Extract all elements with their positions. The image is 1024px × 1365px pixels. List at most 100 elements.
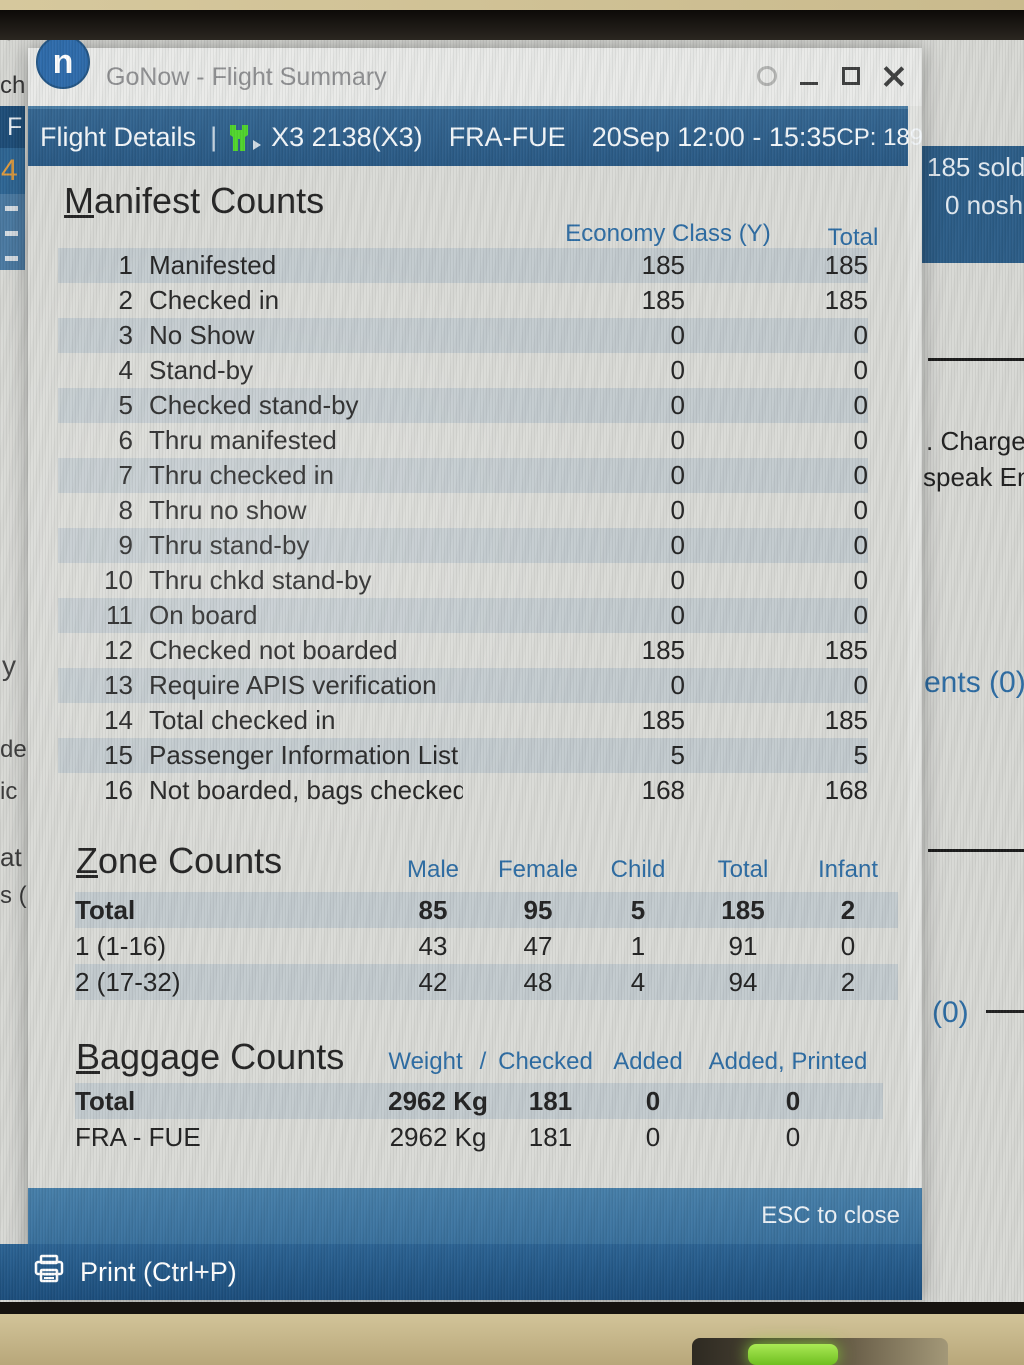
baggage-added-printed-value: 0 <box>785 1086 801 1116</box>
manifest-row-number: 15 <box>104 740 133 770</box>
manifest-economy-value: 185 <box>641 250 685 280</box>
baggage-added-value: 0 <box>645 1122 661 1152</box>
flight-route: FRA-FUE <box>448 122 566 152</box>
zone-infant-value: 2 <box>840 895 856 925</box>
manifest-economy-value: 185 <box>641 285 685 315</box>
refresh-icon[interactable] <box>754 63 780 89</box>
manifest-row-number: 12 <box>104 635 133 665</box>
esc-to-close-label: ESC to close <box>761 1202 900 1229</box>
manifest-economy-value: 185 <box>641 635 685 665</box>
zone-section-title: Zone Counts <box>76 840 283 881</box>
left-badge-4: 4 <box>0 148 25 194</box>
zone-row-label: 2 (17-32) <box>75 967 181 997</box>
manifest-total-value: 168 <box>824 775 868 805</box>
manifest-total-value: 185 <box>824 635 868 665</box>
manifest-col-header-economy: Economy Class (Y) <box>565 220 771 247</box>
manifest-row-label: Checked in <box>149 285 280 315</box>
manifest-economy-value: 0 <box>670 355 685 385</box>
left-fragment-text: y <box>2 650 16 681</box>
separator: | <box>210 122 218 152</box>
baggage-weight-value: 2962 Kg <box>388 1086 488 1116</box>
zone-male-value: 43 <box>418 931 448 961</box>
divider-line <box>986 1010 1024 1013</box>
manifest-row: 9 Thru stand-by 0 0 <box>58 528 868 563</box>
baggage-column-headers: Weight / Checked Added Added, Printed <box>75 1048 925 1076</box>
window-title: GoNow - Flight Summary <box>106 63 387 91</box>
manifest-row-number: 1 <box>118 250 133 280</box>
manifest-row: 10 Thru chkd stand-by 0 0 <box>58 563 868 598</box>
manifest-total-value: 0 <box>853 320 868 350</box>
manifest-total-value: 185 <box>824 705 868 735</box>
baggage-col-header-weight: Weight <box>388 1048 463 1075</box>
monitor-screen-edge-bottom <box>0 1302 1024 1314</box>
baggage-row-label: Total <box>75 1086 136 1116</box>
manifest-total-value: 185 <box>824 250 868 280</box>
zone-infant-value: 2 <box>840 967 856 997</box>
left-fragment-text: at <box>0 842 22 872</box>
manifest-row-number: 5 <box>118 390 133 420</box>
baggage-row: FRA - FUE 2962 Kg 181 0 0 <box>75 1119 883 1155</box>
zone-female-value: 47 <box>523 931 553 961</box>
manifest-row-label: Not boarded, bags checked <box>149 775 463 805</box>
zone-male-value: 42 <box>418 967 448 997</box>
zone-total-value: 185 <box>721 895 765 925</box>
manifest-total-value: 185 <box>824 285 868 315</box>
baggage-section-title: Baggage Counts <box>76 1036 345 1077</box>
flight-number: X3 2138(X3) <box>271 122 423 152</box>
ents-count: ents (0) <box>924 666 1024 699</box>
manifest-row-label: Thru no show <box>149 495 307 525</box>
manifest-economy-value: 0 <box>670 530 685 560</box>
close-button[interactable] <box>880 63 906 89</box>
manifest-row-number: 8 <box>118 495 133 525</box>
esc-bar: ESC to close <box>28 1188 922 1244</box>
zone-row-label: Total <box>75 895 136 925</box>
cp-count: CP: 189 <box>836 123 924 151</box>
zone-male-value: 85 <box>418 895 448 925</box>
flight-details-bar: Flight Details | X3 2138(X3) FRA-FUE 20S… <box>28 106 923 166</box>
baggage-added-value: 0 <box>645 1086 661 1116</box>
gonow-logo: n <box>36 35 90 89</box>
manifest-total-value: 0 <box>853 495 868 525</box>
manifest-row: 13 Require APIS verification 0 0 <box>58 668 868 703</box>
zone-rows: Total 85 95 5 185 2 1 (1-16) 43 47 1 91 0 2 (17-32… <box>75 892 898 1000</box>
manifest-row-number: 11 <box>106 600 133 630</box>
manifest-economy-value: 0 <box>670 425 685 455</box>
manifest-row-label: Thru checked in <box>149 460 334 490</box>
left-fragment-text: s ( <box>0 882 27 909</box>
manifest-row: 12 Checked not boarded 185 185 <box>58 633 868 668</box>
power-led <box>748 1344 838 1365</box>
minimize-button[interactable] <box>796 63 822 89</box>
zone-female-value: 48 <box>523 967 553 997</box>
zone-child-value: 1 <box>630 931 646 961</box>
flight-datetime: 20Sep 12:00 - 15:35 <box>591 122 837 152</box>
manifest-rows: 1 Manifested 185 185 2 Checked in 185 185 3 No … <box>58 248 868 808</box>
manifest-total-value: 0 <box>853 460 868 490</box>
manifest-economy-value: 0 <box>670 670 685 700</box>
left-badge-f: F <box>0 106 25 148</box>
zero-count: (0) <box>932 996 969 1029</box>
manifest-row: 3 No Show 0 0 <box>58 318 868 353</box>
small-arrow-icon <box>253 139 262 150</box>
baggage-col-header-slash: / <box>479 1048 487 1075</box>
zone-col-header-female: Female <box>497 856 579 883</box>
dialog-titlebar[interactable]: n GoNow - Flight Summary <box>28 35 922 106</box>
background-window-left: 9 ch F 4 y de ic at s ( <box>0 0 28 1302</box>
manifest-total-value: 0 <box>853 565 868 595</box>
zone-child-value: 4 <box>630 967 646 997</box>
manifest-economy-value: 0 <box>670 390 685 420</box>
list-dashes-icon <box>0 194 25 270</box>
manifest-row-number: 9 <box>118 530 133 560</box>
manifest-economy-value: 0 <box>670 600 685 630</box>
zone-child-value: 5 <box>630 895 646 925</box>
manifest-row-label: No Show <box>149 320 255 350</box>
manifest-row: 6 Thru manifested 0 0 <box>58 423 868 458</box>
manifest-row-label: Passenger Information List - P I L <box>149 740 463 770</box>
manifest-row-number: 14 <box>104 705 133 735</box>
manifest-row-number: 7 <box>118 460 133 490</box>
zone-col-header-infant: Infant <box>817 856 879 883</box>
maximize-button[interactable] <box>838 63 864 89</box>
print-button[interactable]: Print (Ctrl+P) <box>0 1244 922 1300</box>
manifest-row-label: Checked not boarded <box>149 635 398 665</box>
